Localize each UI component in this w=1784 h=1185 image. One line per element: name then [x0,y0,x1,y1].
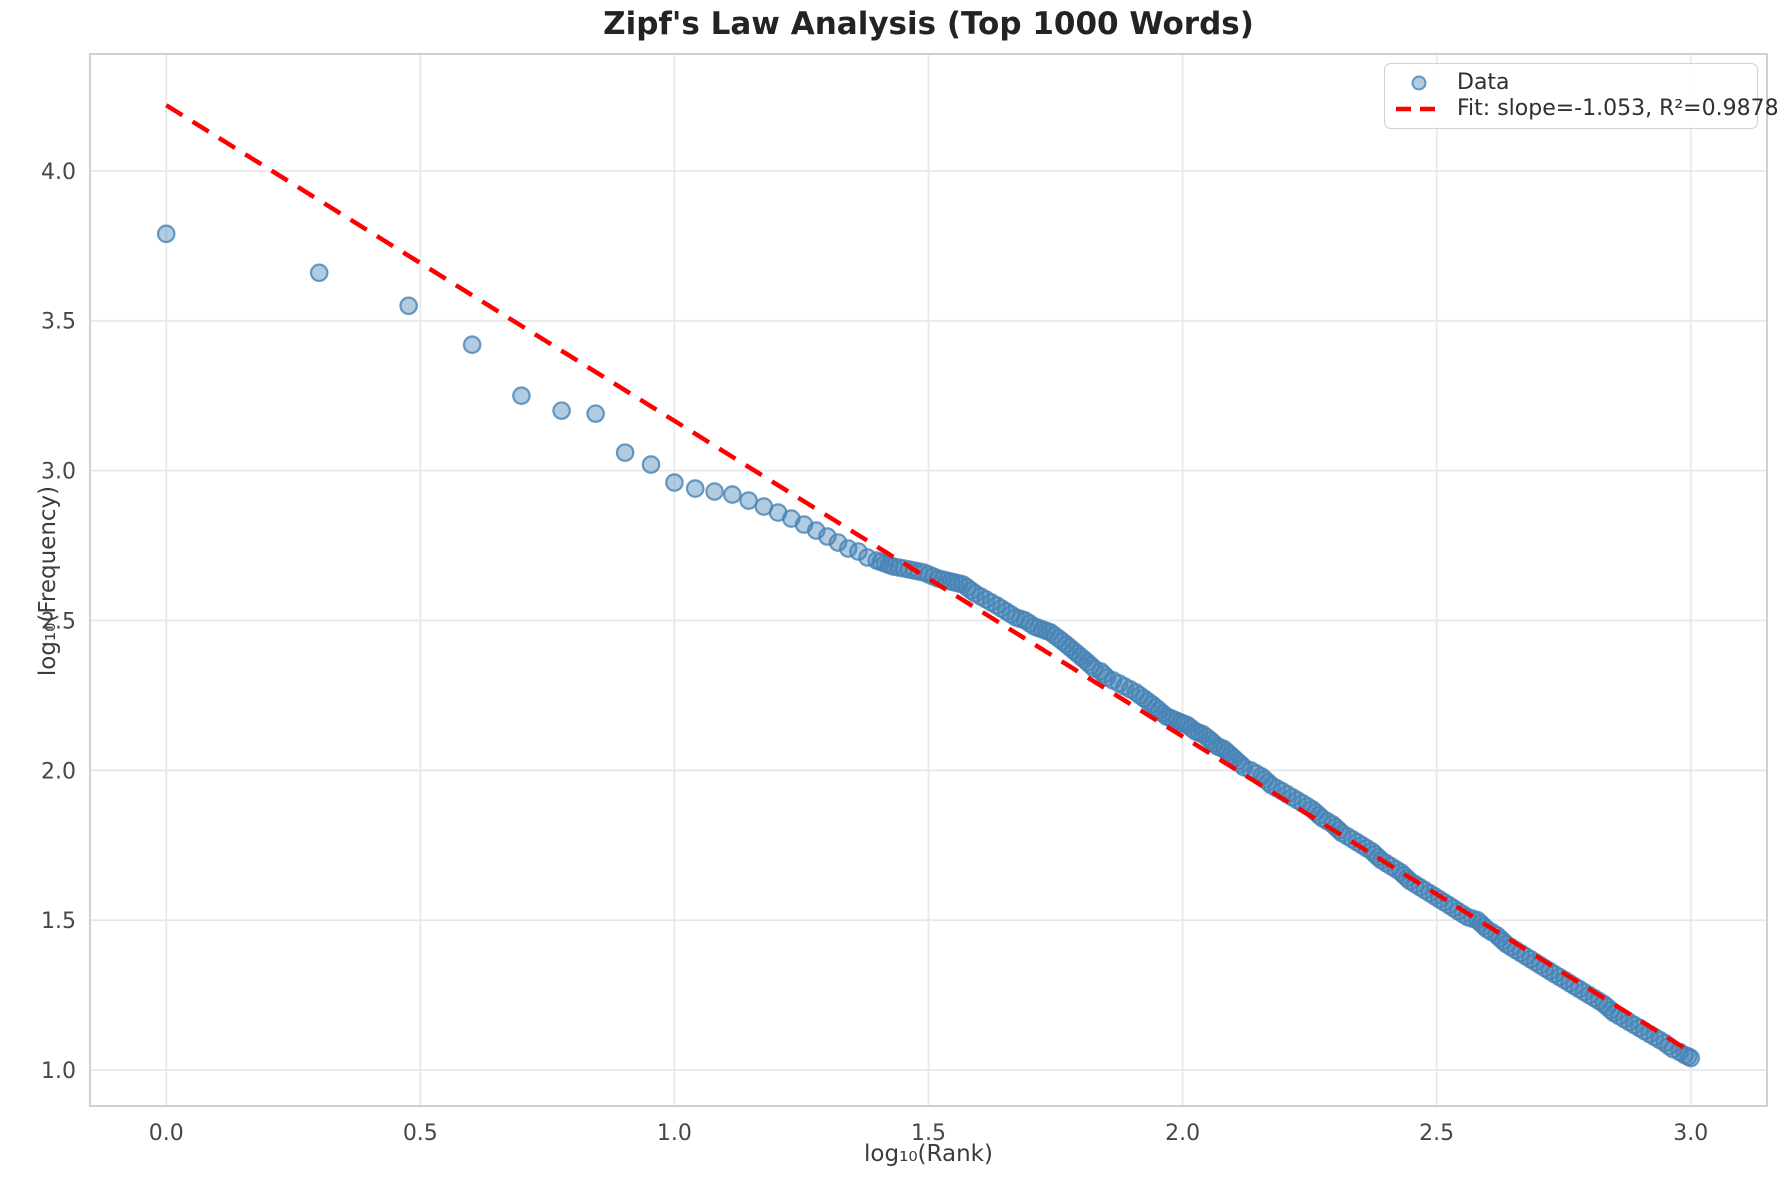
data-point [685,479,705,498]
data-point [665,473,684,492]
y-tick-label: 1.5 [41,909,76,934]
data-point [462,335,482,355]
plot-frame [89,53,1768,1107]
grid-lines [90,54,1767,1106]
data-point [849,542,868,561]
x-tick-label: 2.5 [1419,1121,1454,1146]
chart-title: Zipf's Law Analysis (Top 1000 Words) [603,6,1254,42]
x-tick-label: 3.0 [1673,1121,1708,1146]
legend-item-fit: Fit: slope=-1.053, R²=0.9878 [1395,98,1779,120]
data-point [641,455,661,474]
red-dashed-line-icon [1396,107,1442,112]
data-point [723,485,742,504]
y-tick-label: 4.0 [41,160,76,185]
legend-label-data: Data [1457,69,1510,95]
x-tick-label: 0.0 [149,1121,184,1146]
legend: Data Fit: slope=-1.053, R²=0.9878 [1384,63,1779,129]
y-axis-label: log₁₀(Frequency) [35,485,61,677]
data-point [512,386,531,405]
legend-item-data: Data [1395,69,1747,95]
x-tick-label: 1.5 [911,1121,946,1146]
scatter-dot-icon [1411,75,1427,91]
fit-line [165,103,1692,1054]
data-point [705,482,724,501]
data-point [838,539,858,558]
y-tick-label: 2.0 [41,759,76,784]
x-tick-label: 2.0 [1165,1121,1200,1146]
data-point [1681,1048,1701,1068]
tick-labels: 0.0 0.5 1.0 1.5 2.0 2.5 3.0 1.0 1.5 2.0 2.5 3.0 3.5 4… [41,160,1708,1146]
legend-label-fit: Fit: slope=-1.053, R²=0.9878 [1457,96,1779,122]
y-tick-label: 2.5 [41,609,76,634]
x-axis-label: log₁₀(Rank) [864,1141,993,1167]
data-point [828,533,848,552]
data-point [739,491,758,510]
y-tick-label: 3.0 [41,460,76,485]
y-tick-label: 3.5 [41,310,76,335]
data-point [156,224,176,244]
y-tick-label: 1.0 [41,1059,76,1084]
data-point [615,443,635,462]
data-point [309,263,329,283]
x-tick-label: 1.0 [657,1121,692,1146]
x-tick-label: 0.5 [403,1121,438,1146]
data-point [586,404,605,423]
data-point [399,296,418,316]
data-point [818,527,837,546]
data-point [552,401,571,420]
